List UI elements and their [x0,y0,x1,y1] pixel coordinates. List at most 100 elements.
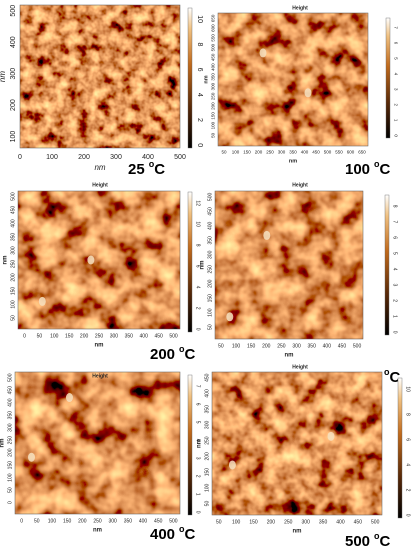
x-tick-label: 100 [232,150,240,155]
afm-image [212,372,382,515]
y-tick-label: 200 [10,273,16,282]
y-tick-label: 50 [204,501,210,507]
y-tick-label: 400 [10,219,16,228]
x-tick-label: 300 [109,518,118,524]
y-tick-label: 50 [211,132,216,138]
x-tick-label: 350 [125,333,134,339]
colorbar-tick-label: 8 [405,413,411,416]
x-axis-label: nm [93,528,102,534]
y-tick-label: 250 [207,265,213,274]
colorbar-tick-label: 2 [393,103,398,106]
y-tick-label: 200 [207,279,213,288]
temperature-label: 500 oC [345,531,391,550]
bright-spot [87,255,95,265]
y-tick-label: 550 [211,34,216,42]
y-tick-label: 300 [10,68,17,80]
colorbar-tick-label: 12 [195,200,201,206]
colorbar-tick-label: 0 [196,143,203,147]
x-tick-label: 100 [232,343,241,349]
y-tick-label: 150 [204,468,210,477]
x-tick-label: 450 [154,518,163,524]
degree-sign: o [384,367,390,377]
x-tick-label: 600 [347,150,355,155]
temperature-label: 400 oC [150,524,196,543]
y-tick-label: 250 [211,92,216,100]
x-tick-label: 250 [93,518,102,524]
y-tick-label: 300 [211,82,216,90]
temperature-value: 100 [345,161,370,178]
temperature-unit: C [185,346,196,363]
degree-sign: o [374,159,380,169]
x-tick-label: 50 [216,519,222,525]
image-frame [214,190,364,340]
temperature-unit: C [380,533,391,550]
temperature-label: 200 oC [150,344,196,363]
y-tick-label: 500 [7,373,13,382]
y-tick-label: 150 [211,112,216,120]
x-axis-label: nm [285,353,294,359]
afm-image [15,372,180,514]
degree-sign: o [374,531,380,541]
y-tick-label: 500 [211,43,216,51]
temperature-unit: C [185,526,196,543]
x-tick-label: 350 [308,343,317,349]
temperature-value: 500 [345,533,370,550]
y-tick-label: 400 [10,36,17,48]
colorbar-tick-label: 8 [196,42,203,46]
degree-sign: o [179,524,185,534]
y-tick-label: 400 [211,63,216,71]
x-tick-label: 100 [48,518,57,524]
x-tick-label: 50 [34,518,40,524]
y-tick-label: 100 [7,473,13,482]
colorbar [397,377,403,519]
y-tick-label: 50 [207,324,213,330]
colorbar-tick-label: 5 [195,421,201,424]
y-axis-label: nm [3,256,9,265]
x-tick-label: 200 [262,343,271,349]
x-tick-label: 400 [301,150,309,155]
y-tick-label: 350 [211,73,216,81]
y-tick-label: 350 [10,233,16,242]
colorbar-tick-label: 2 [195,475,201,478]
colorbar-tick-label: 6 [195,265,201,268]
y-tick-label: 150 [207,294,213,303]
y-tick-label: 650 [211,14,216,22]
y-tick-label: 500 [207,193,213,202]
x-tick-label: 500 [324,150,332,155]
colorbar-tick-label: 0 [195,328,201,331]
colorbar-tick-label: 0 [195,511,201,514]
y-axis-label: nm [203,75,209,83]
image-frame [19,4,181,149]
colorbar [187,7,193,149]
x-tick-label: 500 [169,518,178,524]
panel-title: Height [92,373,108,379]
temperature-value: 25 [128,161,145,178]
x-tick-label: 150 [243,150,251,155]
temperature-unit: C [390,369,401,386]
y-tick-label: 250 [7,436,13,445]
bright-spot [228,460,236,470]
panel-title: Height [292,5,308,11]
colorbar [385,17,391,139]
x-tick-label: 400 [142,154,154,161]
x-tick-label: 500 [371,519,380,525]
y-tick-label: 300 [204,421,210,430]
y-tick-label: 150 [7,461,13,470]
y-tick-label: 300 [7,423,13,432]
x-tick-label: 50 [218,343,224,349]
x-tick-label: 0 [20,518,23,524]
x-tick-label: 200 [267,519,276,525]
colorbar-tick-label: 8 [195,244,201,247]
bright-spot [304,88,312,98]
colorbar-tick-label: 4 [195,286,201,289]
colorbar-tick-label: 0 [393,134,398,137]
y-axis-label: nm [0,439,6,448]
x-tick-label: 400 [140,333,149,339]
colorbar-tick-label: 3 [393,88,398,91]
x-tick-label: 100 [232,519,241,525]
colorbar-tick-label: 1 [195,493,201,496]
x-tick-label: 300 [110,154,122,161]
y-axis-label: nm [200,261,206,270]
y-tick-label: 200 [211,102,216,110]
